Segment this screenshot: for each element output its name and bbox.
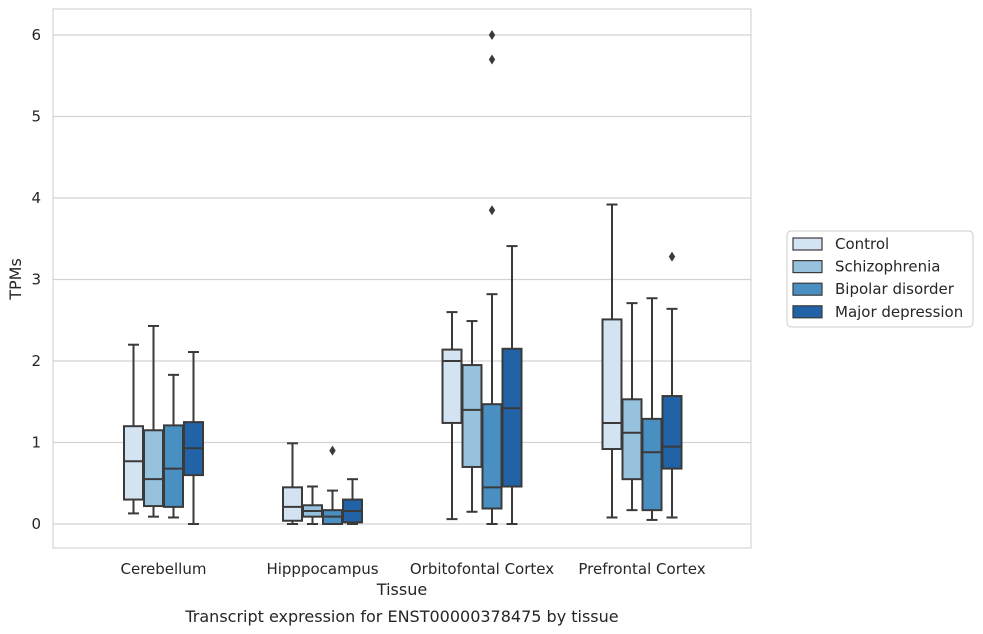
legend-item: Bipolar disorder bbox=[792, 280, 955, 298]
y-tick-label: 2 bbox=[31, 352, 41, 370]
box-major-depression bbox=[183, 351, 204, 525]
legend-swatch bbox=[792, 282, 823, 296]
box-iqr bbox=[143, 429, 164, 508]
y-tick-label: 3 bbox=[31, 271, 41, 289]
box-control bbox=[123, 343, 144, 515]
box-iqr bbox=[461, 364, 483, 468]
y-tick-label: 1 bbox=[31, 434, 41, 452]
box-major-depression bbox=[661, 251, 683, 519]
legend-swatch bbox=[792, 260, 823, 274]
x-tick-label: Cerebellum bbox=[121, 560, 207, 578]
box-major-depression bbox=[501, 245, 523, 525]
chart-caption: Transcript expression for ENST0000037847… bbox=[184, 607, 618, 626]
box-schizophrenia bbox=[461, 320, 483, 513]
box-control bbox=[441, 311, 463, 521]
box-iqr bbox=[601, 318, 623, 451]
box-iqr bbox=[661, 395, 683, 470]
legend-swatch bbox=[792, 305, 823, 319]
box-bipolar-disorder bbox=[322, 445, 343, 525]
legend-item: Major depression bbox=[792, 303, 963, 321]
box-bipolar-disorder bbox=[163, 373, 184, 519]
box-schizophrenia bbox=[621, 302, 643, 512]
box-iqr bbox=[481, 403, 503, 510]
box-schizophrenia bbox=[302, 485, 323, 525]
box-iqr bbox=[621, 398, 643, 481]
legend-label: Major depression bbox=[835, 303, 963, 321]
box-major-depression bbox=[342, 478, 363, 525]
x-tick-label: Orbitofontal Cortex bbox=[410, 560, 554, 578]
box-iqr bbox=[282, 486, 303, 522]
box-bipolar-disorder bbox=[641, 297, 663, 521]
box-iqr bbox=[123, 425, 144, 501]
legend-label: Control bbox=[835, 235, 889, 253]
x-tick-labels: Cerebellum Hipppocampus Orbitofontal Corte… bbox=[121, 560, 706, 578]
boxes-layer bbox=[123, 30, 683, 525]
legend-item: Schizophrenia bbox=[792, 258, 940, 276]
legend-label: Bipolar disorder bbox=[835, 280, 955, 298]
outlier-marker bbox=[329, 445, 336, 456]
box-iqr bbox=[163, 424, 184, 508]
legend-frame bbox=[786, 230, 974, 328]
box-control bbox=[282, 442, 303, 525]
box-iqr bbox=[641, 417, 663, 512]
box-iqr bbox=[501, 347, 523, 488]
box-control bbox=[601, 203, 623, 519]
legend-label: Schizophrenia bbox=[835, 258, 940, 276]
y-tick-label: 6 bbox=[31, 26, 41, 44]
outlier-marker bbox=[488, 205, 496, 216]
outlier-marker bbox=[488, 54, 496, 65]
x-tick-label: Prefrontal Cortex bbox=[578, 560, 705, 578]
x-axis-title: Tissue bbox=[376, 580, 427, 599]
box-bipolar-disorder bbox=[481, 30, 503, 525]
outlier-marker bbox=[488, 30, 496, 40]
y-tick-label: 4 bbox=[31, 189, 41, 207]
y-tick-label: 0 bbox=[31, 515, 41, 533]
legend-swatch bbox=[792, 237, 823, 251]
legend: Control Schizophrenia Bipolar disorder Majo… bbox=[786, 230, 974, 328]
legend-item: Control bbox=[792, 235, 889, 253]
y-tick-label: 5 bbox=[31, 108, 41, 126]
y-axis-title: TPMs bbox=[6, 258, 25, 301]
box-schizophrenia bbox=[143, 324, 164, 518]
y-tick-labels: 0 1 2 3 4 5 6 bbox=[31, 26, 41, 533]
outlier-marker bbox=[668, 251, 676, 262]
plot-frame bbox=[52, 8, 752, 549]
x-tick-label: Hipppocampus bbox=[266, 560, 378, 578]
